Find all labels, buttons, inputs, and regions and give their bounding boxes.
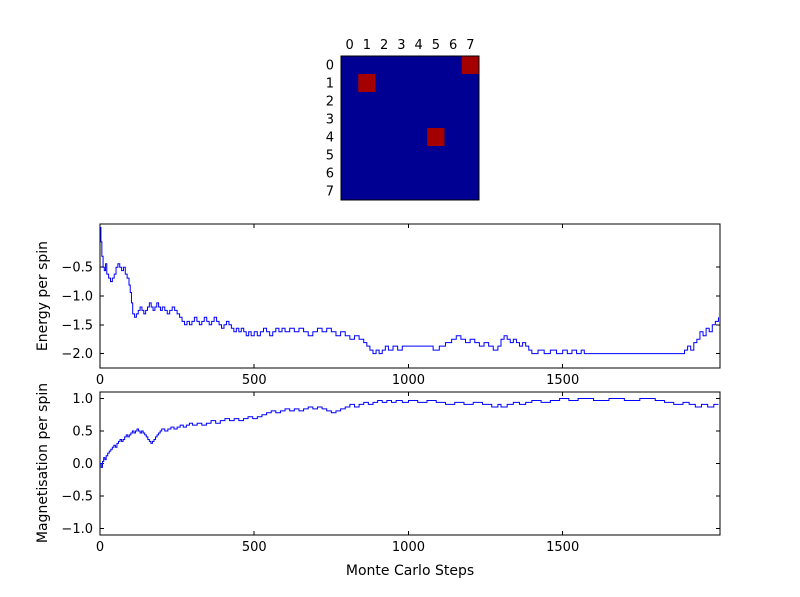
magnetisation-axes-frame (99, 391, 721, 536)
heatmap-row-tick-label: 2 (326, 95, 334, 110)
heatmap-col-tick-label: 3 (397, 38, 405, 53)
x-tick-label: 1500 (546, 540, 579, 555)
heatmap-col-tick-label: 4 (414, 38, 422, 53)
x-axis-label: Monte Carlo Steps (345, 563, 475, 579)
energy-y-axis-label: Energy per spin (35, 240, 51, 352)
energy-series-line (100, 226, 719, 355)
x-tick-label: 1000 (392, 373, 425, 388)
heatmap-col-tick-label: 7 (466, 38, 474, 53)
y-tick-label: 0.0 (72, 457, 93, 472)
magnetisation-series-line (100, 398, 719, 468)
heatmap-spin-up-cell (358, 74, 376, 92)
y-tick-label: −1.0 (61, 522, 93, 537)
y-tick-label: −1.0 (61, 290, 93, 305)
heatmap-col-tick-label: 1 (363, 38, 371, 53)
x-tick-label: 0 (96, 540, 104, 555)
heatmap-col-tick-label: 2 (380, 38, 388, 53)
heatmap-col-tick-label: 5 (432, 38, 440, 53)
heatmap-row-tick-label: 0 (326, 59, 334, 74)
heatmap-border (340, 55, 480, 201)
heatmap-row-tick-label: 5 (326, 149, 334, 164)
y-tick-label: −0.5 (61, 490, 93, 505)
y-tick-label: −1.5 (61, 318, 93, 333)
heatmap-col-tick-label: 0 (345, 38, 353, 53)
heatmap-row-tick-label: 4 (326, 131, 334, 146)
heatmap-row-tick-label: 3 (326, 113, 334, 128)
y-tick-label: 1.0 (72, 392, 93, 407)
y-tick-label: −2.0 (61, 347, 93, 362)
y-tick-label: −0.5 (61, 261, 93, 276)
heatmap-row-tick-label: 1 (326, 77, 334, 92)
heatmap-spin-up-cell (427, 128, 445, 146)
heatmap-col-tick-label: 6 (449, 38, 457, 53)
x-tick-label: 1500 (546, 373, 579, 388)
x-tick-label: 1000 (392, 540, 425, 555)
x-tick-label: 0 (96, 373, 104, 388)
y-tick-label: 0.5 (72, 425, 93, 440)
heatmap-row-tick-label: 6 (326, 167, 334, 182)
magnetisation-y-axis-label: Magnetisation per spin (35, 382, 51, 544)
x-tick-label: 500 (242, 373, 267, 388)
heatmap-row-tick-label: 7 (326, 185, 334, 200)
x-tick-label: 500 (242, 540, 267, 555)
heatmap-spin-up-cell (461, 56, 479, 74)
